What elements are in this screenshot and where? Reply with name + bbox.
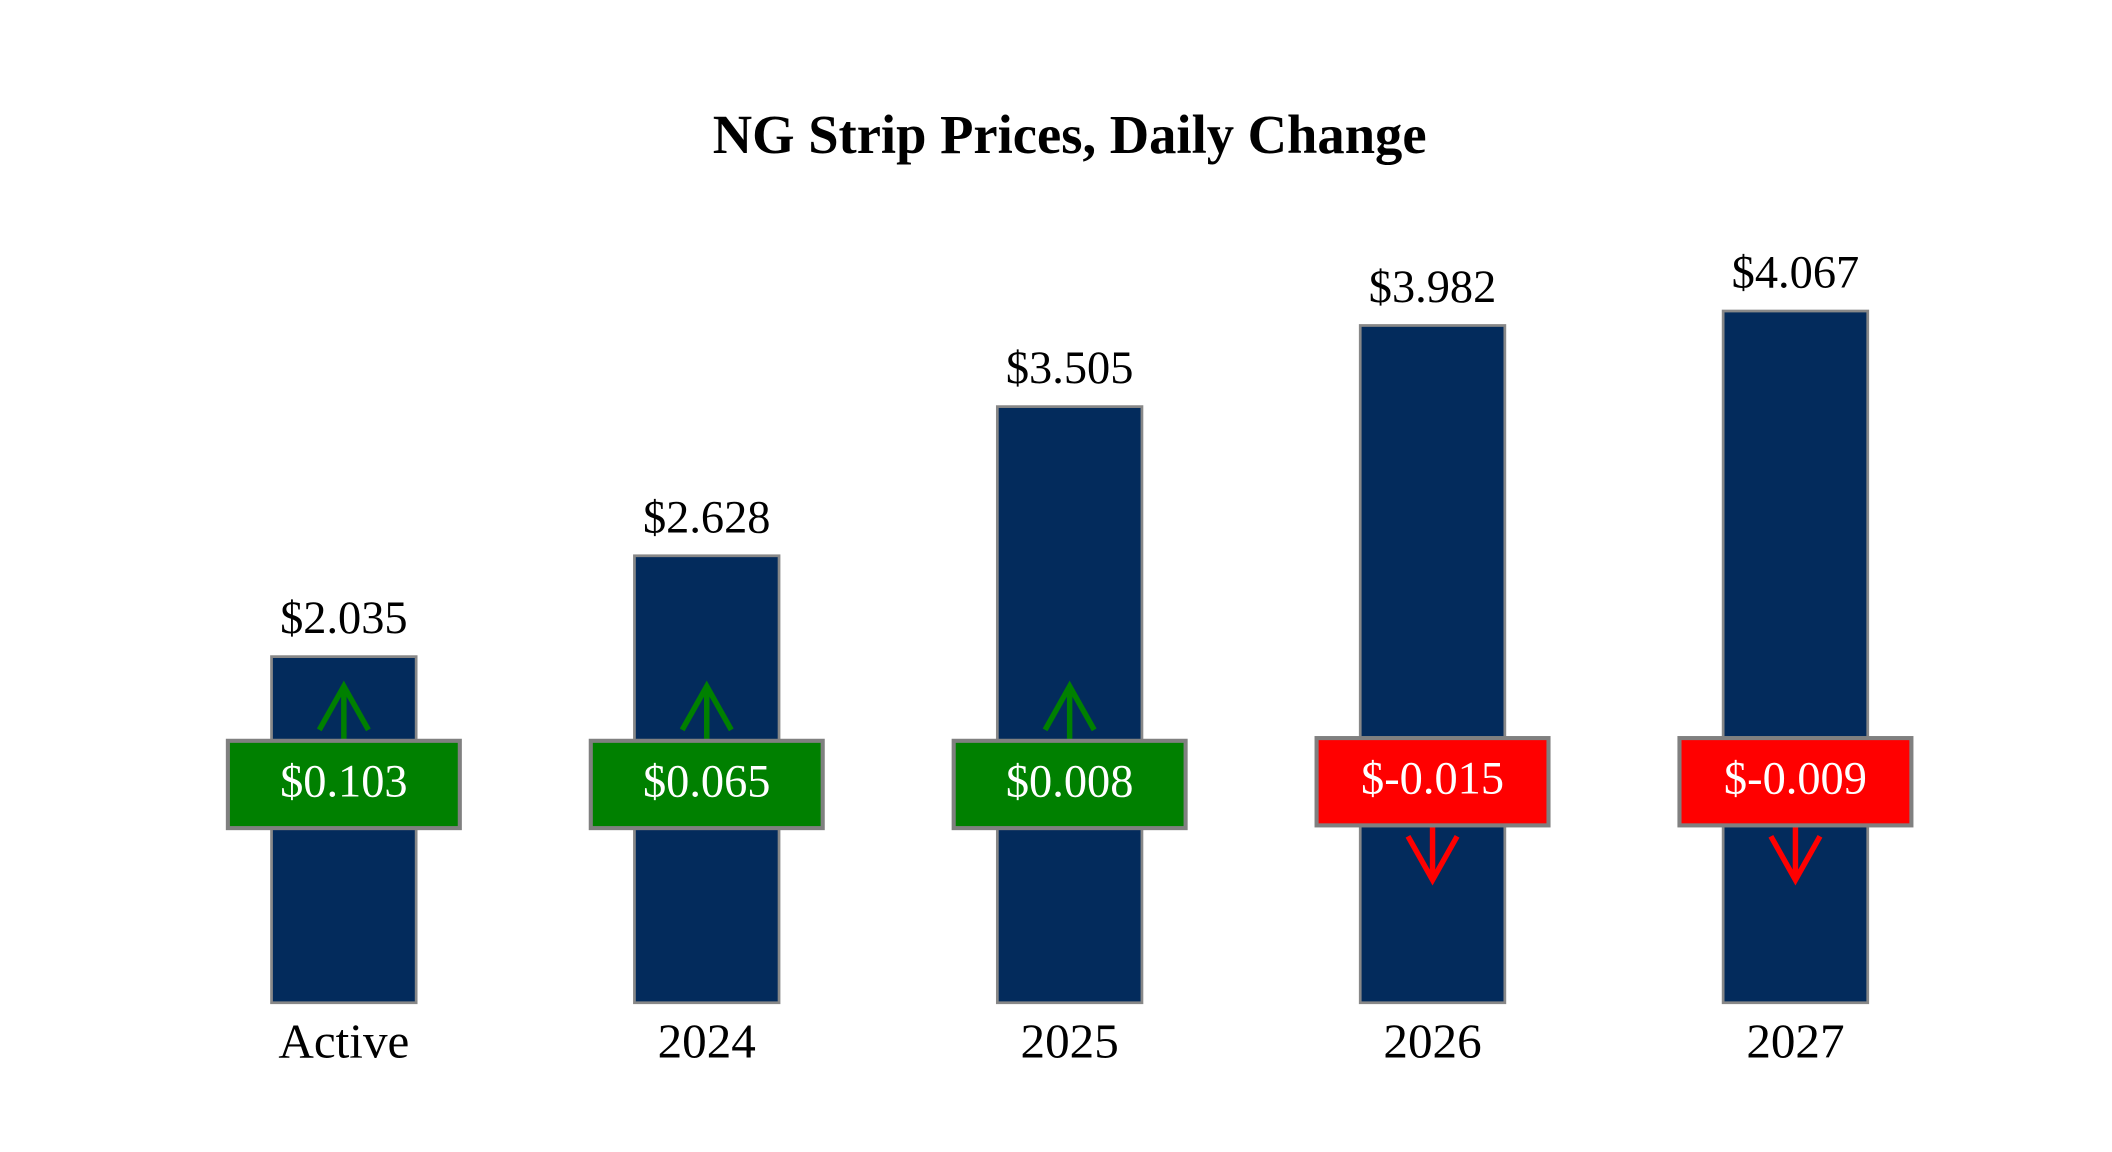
- change-box: [1677, 736, 1914, 828]
- x-tick-label: 2024: [658, 1014, 756, 1069]
- x-tick-label: 2025: [1021, 1014, 1119, 1069]
- value-label: $3.505: [1006, 343, 1134, 394]
- change-label: $0.065: [643, 756, 771, 807]
- change-label: $-0.015: [1361, 754, 1504, 805]
- change-box: [225, 738, 462, 831]
- value-label: $2.035: [280, 593, 408, 644]
- value-label: $2.628: [643, 492, 771, 543]
- chart-title: NG Strip Prices, Daily Change: [713, 104, 1427, 165]
- x-tick-label: 2026: [1383, 1014, 1481, 1069]
- x-tick-label: 2027: [1746, 1014, 1844, 1069]
- x-tick-label: Active: [278, 1014, 409, 1069]
- change-box: [951, 738, 1188, 831]
- change-label: $0.008: [1006, 756, 1134, 807]
- change-arrow: [1405, 825, 1460, 886]
- bar: [1358, 324, 1507, 1005]
- change-label: $-0.009: [1724, 754, 1867, 805]
- value-label: $3.982: [1369, 262, 1497, 313]
- change-arrow: [316, 680, 371, 741]
- change-box: [588, 738, 825, 831]
- value-label: $4.067: [1732, 248, 1860, 299]
- change-arrow: [1042, 680, 1097, 741]
- change-arrow: [1768, 825, 1823, 886]
- bar: [1721, 309, 1870, 1005]
- change-box: [1314, 736, 1551, 828]
- change-label: $0.103: [280, 756, 408, 807]
- change-arrow: [679, 680, 734, 741]
